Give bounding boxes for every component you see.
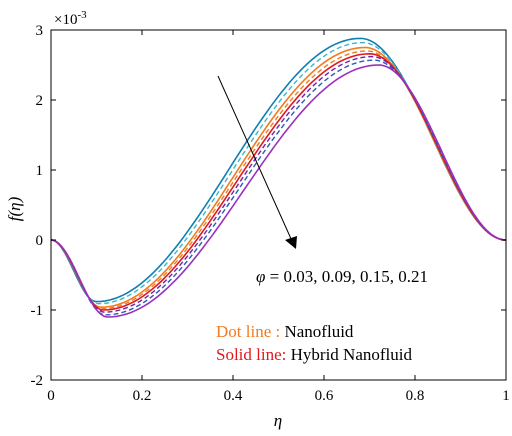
- plot-frame: [50, 29, 507, 381]
- x-tick-label: 0.6: [315, 388, 334, 404]
- y-multiplier: ×10-3: [54, 9, 87, 28]
- y-tick-label: -2: [31, 373, 44, 389]
- series-line-1: [51, 37, 507, 303]
- ticks-layer: 0 0.2 0.4 0.6 0.8 1 3 2 1 0 -1 -2: [31, 23, 510, 404]
- legend-dot-line: Dot line : Nanofluid: [216, 322, 354, 341]
- x-tick-label: 0.4: [224, 388, 243, 404]
- trend-arrowhead: [285, 236, 297, 249]
- x-tick-label: 0.2: [133, 388, 152, 404]
- y-tick-label: 1: [36, 163, 44, 179]
- y-tick-label: 3: [36, 23, 44, 39]
- y-tick-label: -1: [31, 303, 44, 319]
- y-tick-label: 2: [36, 93, 44, 109]
- series-line-8: [50, 64, 507, 318]
- y-tick-label: 0: [36, 233, 44, 249]
- legend-solid-line: Solid line: Hybrid Nanofluid: [216, 345, 412, 364]
- series-layer: [50, 37, 507, 318]
- x-tick-label: 0.8: [406, 388, 425, 404]
- x-tick-label: 0: [47, 388, 55, 404]
- y-axis-label: f(η): [5, 196, 24, 221]
- x-tick-label: 1: [502, 388, 510, 404]
- trend-arrow-line: [217, 75, 293, 242]
- x-axis-label: η: [274, 411, 282, 430]
- phi-annotation: φ = 0.03, 0.09, 0.15, 0.21: [256, 267, 428, 286]
- series-line-7: [50, 59, 507, 316]
- series-line-2: [51, 41, 507, 305]
